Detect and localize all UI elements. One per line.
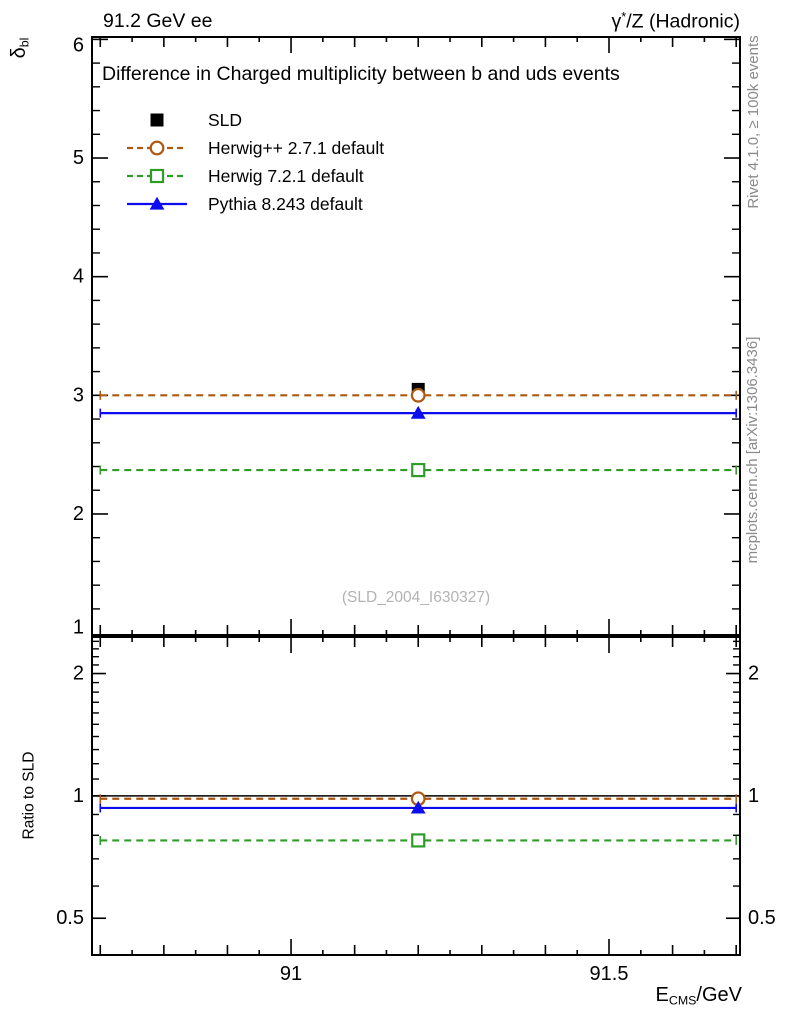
square-open-marker <box>149 168 165 184</box>
x-axis-subscript: CMS <box>668 993 697 1008</box>
main-y-tick-label: 5 <box>73 147 84 169</box>
legend-label-herwig7: Herwig 7.2.1 default <box>208 165 364 186</box>
ratio-y-axis-title: Ratio to SLD <box>20 751 38 840</box>
process-rest: /Z (Hadronic) <box>626 10 740 33</box>
main-marker-herwig7 <box>411 462 426 478</box>
main-panel-frame <box>91 36 741 636</box>
ratio-y-tick-label-left: 0.5 <box>56 907 84 929</box>
legend-item-sld: SLD <box>126 106 384 134</box>
main-y-tick-label: 2 <box>73 503 84 525</box>
legend-label-pythia8: Pythia 8.243 default <box>208 193 363 214</box>
legend-sample-herwigpp <box>127 140 187 156</box>
ratio-y-tick-label-right: 1 <box>748 785 759 807</box>
ratio-marker-herwig7 <box>411 833 426 848</box>
analysis-id-watermark: (SLD_2004_I630327) <box>341 589 491 606</box>
ratio-marker-pythia8 <box>410 800 426 814</box>
legend-sample-sld <box>150 113 164 127</box>
x-tick-label: 91 <box>280 963 302 985</box>
process-star: * <box>621 10 627 24</box>
main-marker-pythia8 <box>410 405 426 419</box>
legend-label-herwigpp: Herwig++ 2.7.1 default <box>208 137 385 158</box>
triangle-filled-marker <box>149 196 165 210</box>
main-marker-herwigpp <box>410 387 426 403</box>
x-axis-base: E <box>655 984 669 1006</box>
legend-sample-herwig7 <box>127 168 187 184</box>
main-y-tick-label: 6 <box>73 34 84 56</box>
legend-item-pythia8: Pythia 8.243 default <box>126 190 384 218</box>
legend-item-herwigpp: Herwig++ 2.7.1 default <box>126 134 384 162</box>
ratio-y-tick-label-right: 2 <box>748 663 759 685</box>
legend-label-sld: SLD <box>208 109 243 130</box>
x-axis-title: ECMS/GeV <box>656 984 742 1007</box>
main-y-tick-label: 4 <box>73 266 84 288</box>
circle-open-marker <box>149 140 165 156</box>
legend-item-herwig7: Herwig 7.2.1 default <box>126 162 384 190</box>
x-axis-units: /GeV <box>696 984 742 1006</box>
legend-sample-pythia8 <box>127 196 187 210</box>
y-axis-subscript: bl <box>17 37 32 48</box>
square-filled-marker <box>150 113 164 127</box>
rivet-version-note: Rivet 4.1.0, ≥ 100k events <box>745 35 762 209</box>
ratio-y-tick-label-left: 1 <box>73 785 84 807</box>
plot-title: Difference in Charged multiplicity betwe… <box>102 63 620 85</box>
mcplots-note: mcplots.cern.ch [arXiv:1306.3436] <box>744 336 761 564</box>
process-label: γ*/Z (Hadronic) <box>612 10 740 33</box>
x-tick-label: 91.5 <box>590 963 629 985</box>
main-y-tick-label: 3 <box>73 384 84 406</box>
y-axis-symbol: δ <box>8 47 30 59</box>
ratio-y-tick-label-left: 2 <box>73 663 84 685</box>
ratio-y-tick-label-right: 0.5 <box>748 907 776 929</box>
legend: SLD Herwig++ 2.7.1 default Herwig 7.2.1 de… <box>126 106 384 218</box>
y-axis-title: δbl <box>8 16 32 80</box>
beam-energy-label: 91.2 GeV ee <box>103 10 213 32</box>
process-gamma: γ <box>611 10 622 33</box>
main-y-tick-label: 1 <box>73 617 84 639</box>
